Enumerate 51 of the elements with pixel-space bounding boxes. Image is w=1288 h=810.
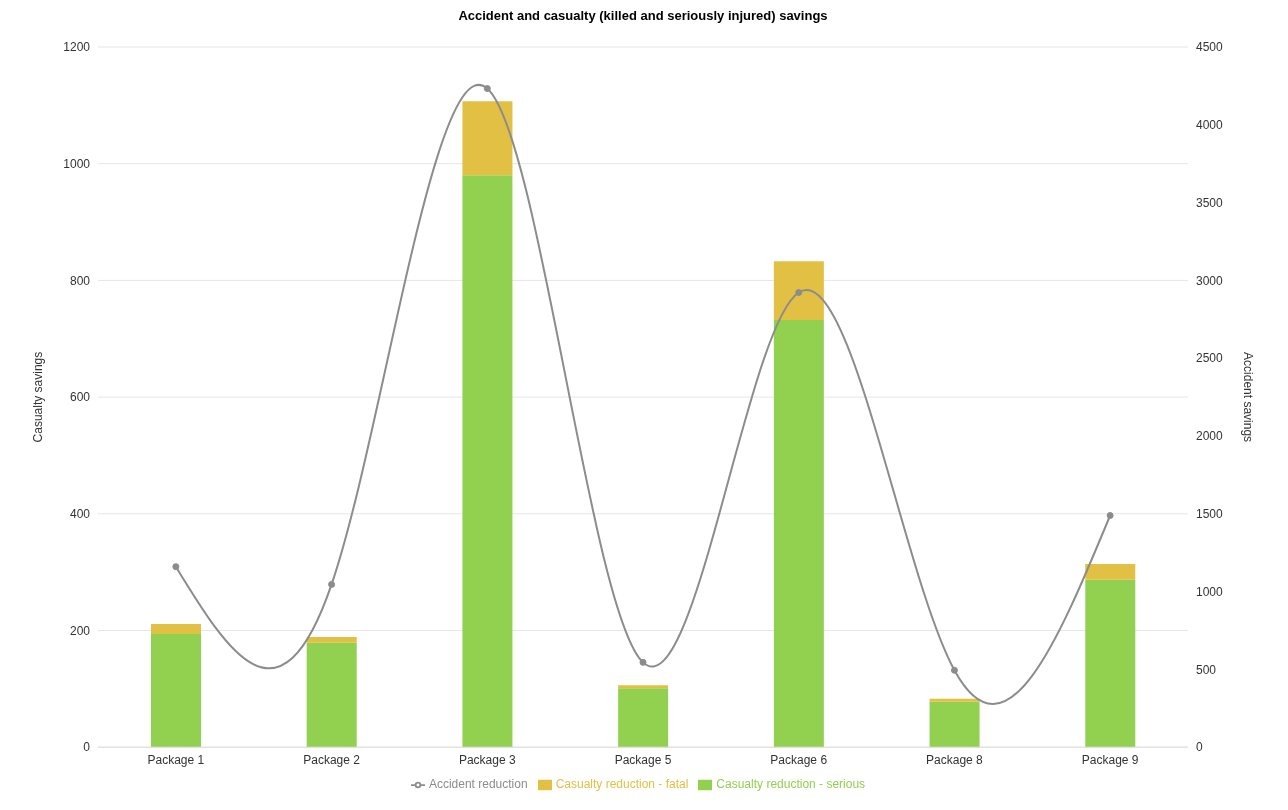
bar	[151, 624, 201, 634]
bar	[618, 685, 669, 689]
legend-label: Casualty reduction - fatal	[555, 777, 689, 792]
y-tick-label: 400	[69, 507, 91, 522]
point	[328, 580, 336, 588]
y2-tick-label: 3000	[1196, 273, 1224, 288]
bar	[929, 701, 980, 748]
y2-tick-label: 0	[1196, 740, 1203, 755]
bar	[306, 636, 357, 643]
bar	[1085, 563, 1136, 580]
y2-tick-label: 2000	[1196, 429, 1224, 444]
y2-tick-label: 3500	[1196, 195, 1224, 210]
y2-tick-label: 4000	[1196, 118, 1224, 133]
point	[1106, 511, 1114, 519]
y-tick-label: 1200	[63, 40, 91, 55]
bar	[618, 688, 669, 748]
y-tick-label: 800	[69, 273, 91, 288]
legend-label: Casualty reduction - serious	[716, 777, 866, 792]
y-tick-label: 200	[69, 623, 91, 638]
y-tick-label: 1000	[63, 156, 91, 171]
y-axis-title: Casualty savings	[31, 351, 46, 443]
y2-tick-label: 1000	[1196, 584, 1224, 599]
point	[795, 289, 803, 297]
y2-axis-title: Accident savings	[1240, 352, 1255, 443]
bar	[929, 698, 980, 702]
point	[639, 658, 647, 666]
y2-tick-label: 2500	[1196, 351, 1224, 366]
bar	[773, 320, 824, 748]
legend-label: Accident reduction	[428, 777, 528, 792]
bar	[462, 175, 513, 748]
x-tick-label: Package 2	[303, 752, 361, 767]
x-tick-label: Package 9	[1081, 752, 1139, 767]
x-tick-label: Package 6	[770, 752, 828, 767]
point	[172, 563, 180, 571]
bar	[1085, 579, 1136, 748]
bar	[306, 642, 357, 748]
bar	[462, 101, 513, 176]
x-tick-label: Package 5	[614, 752, 672, 767]
y-tick-label: 600	[69, 390, 91, 405]
bar	[151, 633, 201, 748]
point	[483, 85, 491, 93]
point	[950, 666, 958, 674]
y2-tick-label: 4500	[1196, 40, 1224, 55]
y2-tick-label: 1500	[1196, 507, 1224, 522]
chart-title: Accident and casualty (killed and seriously injured) savings	[457, 8, 829, 23]
x-tick-label: Package 8	[926, 752, 984, 767]
y-tick-label: 0	[83, 740, 91, 755]
bar	[773, 261, 824, 321]
y2-tick-label: 500	[1196, 662, 1217, 677]
x-tick-label: Package 3	[458, 752, 516, 767]
x-tick-label: Package 1	[147, 752, 205, 767]
